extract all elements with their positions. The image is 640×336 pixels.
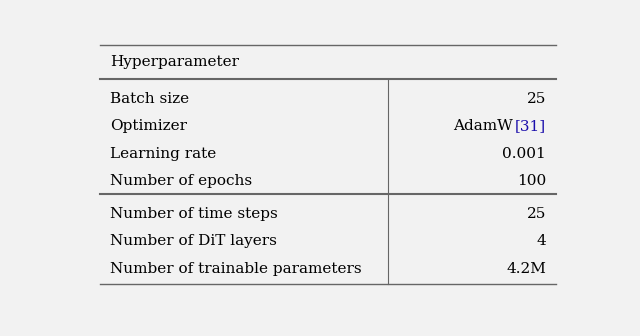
Text: Learning rate: Learning rate <box>110 146 216 161</box>
Text: 4: 4 <box>536 235 547 249</box>
Text: Number of time steps: Number of time steps <box>110 207 278 221</box>
Text: Number of trainable parameters: Number of trainable parameters <box>110 262 362 276</box>
Text: 100: 100 <box>517 174 547 188</box>
Text: 4.2M: 4.2M <box>506 262 547 276</box>
Text: Hyperparameter: Hyperparameter <box>110 55 239 69</box>
Text: 25: 25 <box>527 207 547 221</box>
Text: Optimizer: Optimizer <box>110 119 187 133</box>
Text: Number of DiT layers: Number of DiT layers <box>110 235 276 249</box>
Text: Batch size: Batch size <box>110 92 189 106</box>
Text: 0.001: 0.001 <box>502 146 547 161</box>
Text: Number of epochs: Number of epochs <box>110 174 252 188</box>
Text: [31]: [31] <box>515 119 547 133</box>
Text: AdamW: AdamW <box>452 119 513 133</box>
Text: 25: 25 <box>527 92 547 106</box>
